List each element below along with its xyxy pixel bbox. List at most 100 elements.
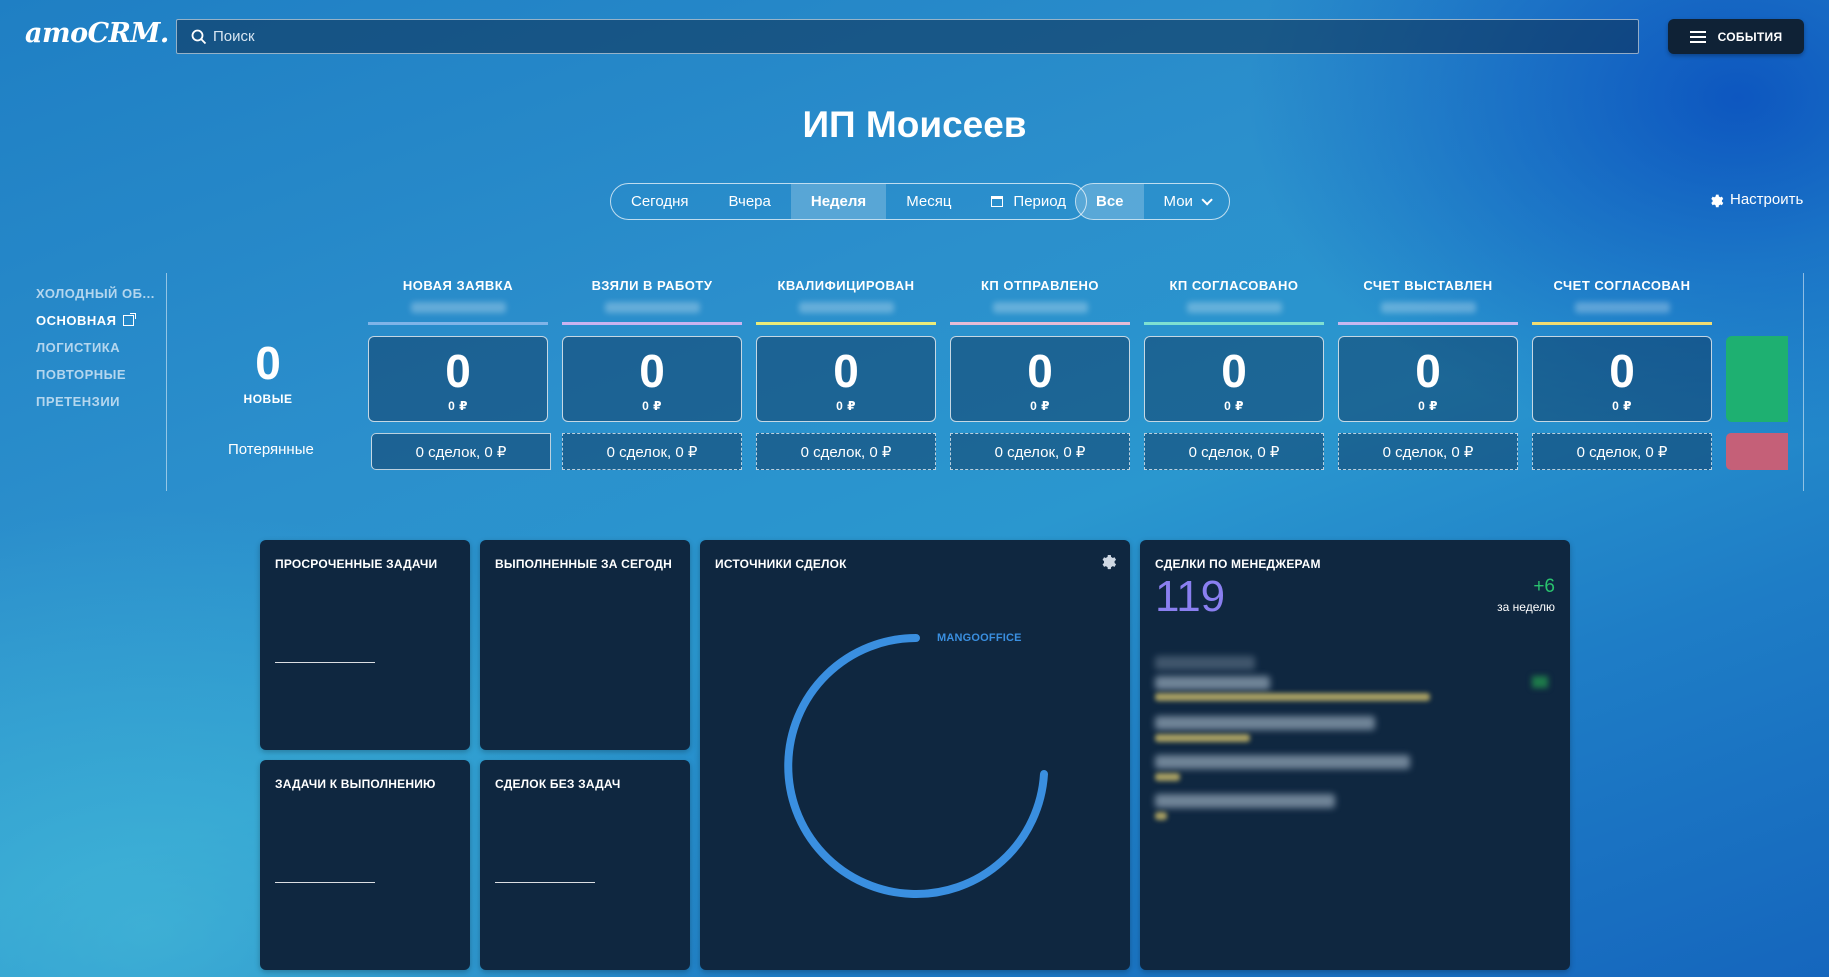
events-button-label: СОБЫТИЯ (1717, 29, 1783, 44)
period-today[interactable]: Сегодня (611, 184, 708, 219)
owner-filter: Все Мои (1075, 183, 1230, 220)
search-input[interactable] (213, 28, 1613, 45)
period-month[interactable]: Месяц (886, 184, 971, 219)
stage-lost-deals[interactable]: 0 сделок, 0 ₽ (1532, 433, 1712, 470)
stage-lost-deals[interactable]: 0 сделок, 0 ₽ (950, 433, 1130, 470)
stage-lost-deals[interactable]: 0 сделок, 0 ₽ (1338, 433, 1518, 470)
search-bar[interactable] (176, 19, 1639, 54)
stage-name[interactable]: ВЗЯЛИ В РАБОТУ (591, 278, 713, 293)
stage-color-bar (756, 322, 936, 325)
period-week-label: Неделя (810, 193, 867, 210)
widget-overdue-tasks[interactable]: ПРОСРОЧЕННЫЕ ЗАДАЧИ (260, 540, 470, 750)
stage-color-bar (562, 322, 742, 325)
stage-name[interactable]: СЧЕТ ВЫСТАВЛЕН (1363, 278, 1493, 293)
menu-lines-icon (1689, 30, 1706, 43)
stage-count: 0 (833, 345, 859, 397)
pipeline-stage: 00 0 сделк (1726, 278, 1788, 470)
pipeline-stage: КВАЛИФИЦИРОВАН 0 0 ₽0 сделок, 0 ₽ (756, 278, 936, 470)
stage-lost-deals[interactable]: 0 сделок, 0 ₽ (562, 433, 742, 470)
stage-name[interactable]: СЧЕТ СОГЛАСОВАН (1553, 278, 1691, 293)
stage-sum: 0 ₽ (642, 399, 662, 413)
divider (166, 273, 167, 491)
chevron-down-icon (1201, 193, 1213, 206)
pipeline-stage: СЧЕТ СОГЛАСОВАН 0 0 ₽ 0 сделок, 0 ₽ (1532, 278, 1712, 470)
widget-title: ПРОСРОЧЕННЫЕ ЗАДАЧИ (275, 557, 438, 571)
pipeline-list: ХОЛОДНЫЙ ОБ... ОСНОВНАЯ ЛОГИСТИКА ПОВТОР… (36, 280, 155, 415)
widget-deals-by-managers[interactable]: СДЕЛКИ ПО МЕНЕДЖЕРАМ 119 +6 за неделю (1140, 540, 1570, 970)
stage-lost-label: 0 сделок, 0 ₽ (1188, 443, 1280, 461)
stage-lost-deals[interactable]: 0 сделок, 0 ₽ (1144, 433, 1324, 470)
amocrm-logo[interactable]: amoCRM. (25, 18, 169, 49)
widget-underline (275, 662, 375, 663)
blurred-manager-bar (1155, 812, 1167, 820)
stage-color-bar (1532, 322, 1712, 325)
stage-name[interactable]: НОВАЯ ЗАЯВКА (402, 278, 514, 293)
blurred-stage-meta (604, 302, 700, 313)
widget-deals-without-tasks[interactable]: СДЕЛОК БЕЗ ЗАДАЧ (480, 760, 690, 970)
pipeline-item-logistics[interactable]: ЛОГИСТИКА (36, 334, 155, 361)
widget-deal-sources[interactable]: ИСТОЧНИКИ СДЕЛОК MANGOOFFICE (700, 540, 1130, 970)
stage-counter[interactable]: 00 (1726, 336, 1788, 422)
stage-count: 0 (445, 345, 471, 397)
pipeline-label: ПРЕТЕНЗИИ (36, 394, 121, 409)
period-week[interactable]: Неделя (790, 184, 887, 219)
divider (1803, 273, 1804, 491)
total-deals: 119 (1155, 572, 1226, 621)
widget-tasks-todo[interactable]: ЗАДАЧИ К ВЫПОЛНЕНИЮ (260, 760, 470, 970)
sources-donut (784, 634, 1048, 898)
new-leads-counter[interactable]: 0 НОВЫЕ (228, 340, 308, 406)
blurred-stage-meta (1574, 302, 1670, 313)
stage-name[interactable]: КП ОТПРАВЛЕНО (980, 278, 1100, 293)
stage-sum: 0 ₽ (1030, 399, 1050, 413)
owner-all[interactable]: Все (1076, 184, 1144, 219)
stage-count: 0 (1027, 345, 1053, 397)
stage-sum: 0 ₽ (836, 399, 856, 413)
period-yesterday[interactable]: Вчера (709, 184, 791, 219)
blurred-manager-row (1155, 676, 1270, 690)
period-custom-label: Период (1013, 193, 1067, 210)
stage-name[interactable]: КП СОГЛАСОВАНО (1169, 278, 1299, 293)
pipeline-item-cold[interactable]: ХОЛОДНЫЙ ОБ... (36, 280, 155, 307)
stage-sum: 0 ₽ (1612, 399, 1632, 413)
gear-icon[interactable] (1100, 552, 1118, 570)
pipeline-stage: КП СОГЛАСОВАНО 0 0 ₽ 0 сделок, 0 ₽ (1144, 278, 1324, 470)
period-custom[interactable]: Период (971, 184, 1086, 219)
stage-color-bar (368, 322, 548, 325)
stage-lost-deals[interactable]: 0 сделок, 0 ₽ (756, 433, 936, 470)
period-today-label: Сегодня (631, 193, 689, 210)
blurred-manager-row (1155, 794, 1335, 808)
period-yesterday-label: Вчера (728, 193, 771, 210)
widget-title: СДЕЛОК БЕЗ ЗАДАЧ (495, 777, 621, 791)
pipeline-item-repeat[interactable]: ПОВТОРНЫЕ (36, 361, 155, 388)
weekly-delta-label: за неделю (1497, 600, 1555, 614)
stage-name[interactable]: КВАЛИФИЦИРОВАН (777, 278, 915, 293)
widget-completed-today[interactable]: ВЫПОЛНЕННЫЕ ЗА СЕГОДН (480, 540, 690, 750)
external-link-icon[interactable] (122, 313, 136, 326)
setup-button[interactable]: Настроить (1709, 191, 1803, 208)
stage-name[interactable] (1726, 278, 1788, 296)
stage-lost-label: 0 сделок, 0 ₽ (1576, 443, 1668, 461)
setup-label: Настроить (1730, 191, 1804, 208)
pipeline-stage: КП ОТПРАВЛЕНО 0 0 ₽0 сделок, 0 ₽ (950, 278, 1130, 470)
owner-mine[interactable]: Мои (1144, 184, 1229, 219)
pipeline-item-claims[interactable]: ПРЕТЕНЗИИ (36, 388, 155, 415)
blurred-manager-bar (1155, 693, 1430, 701)
blurred-stage-meta (1380, 302, 1476, 313)
pipeline-label: ЛОГИСТИКА (36, 340, 121, 355)
gear-icon (1711, 194, 1724, 207)
pipeline-stage: НОВАЯ ЗАЯВКА 0 0 ₽0 сделок, 0 ₽ (368, 278, 551, 470)
calendar-icon (991, 196, 1004, 207)
stage-sum: 0 ₽ (448, 399, 468, 413)
pipeline-item-main[interactable]: ОСНОВНАЯ (36, 307, 155, 334)
events-button[interactable]: СОБЫТИЯ (1668, 19, 1804, 54)
stage-lost-deals[interactable]: 0 сделк (1726, 433, 1788, 470)
weekly-delta: +6 (1533, 576, 1555, 597)
stage-lost-deals[interactable]: 0 сделок, 0 ₽ (371, 433, 551, 470)
